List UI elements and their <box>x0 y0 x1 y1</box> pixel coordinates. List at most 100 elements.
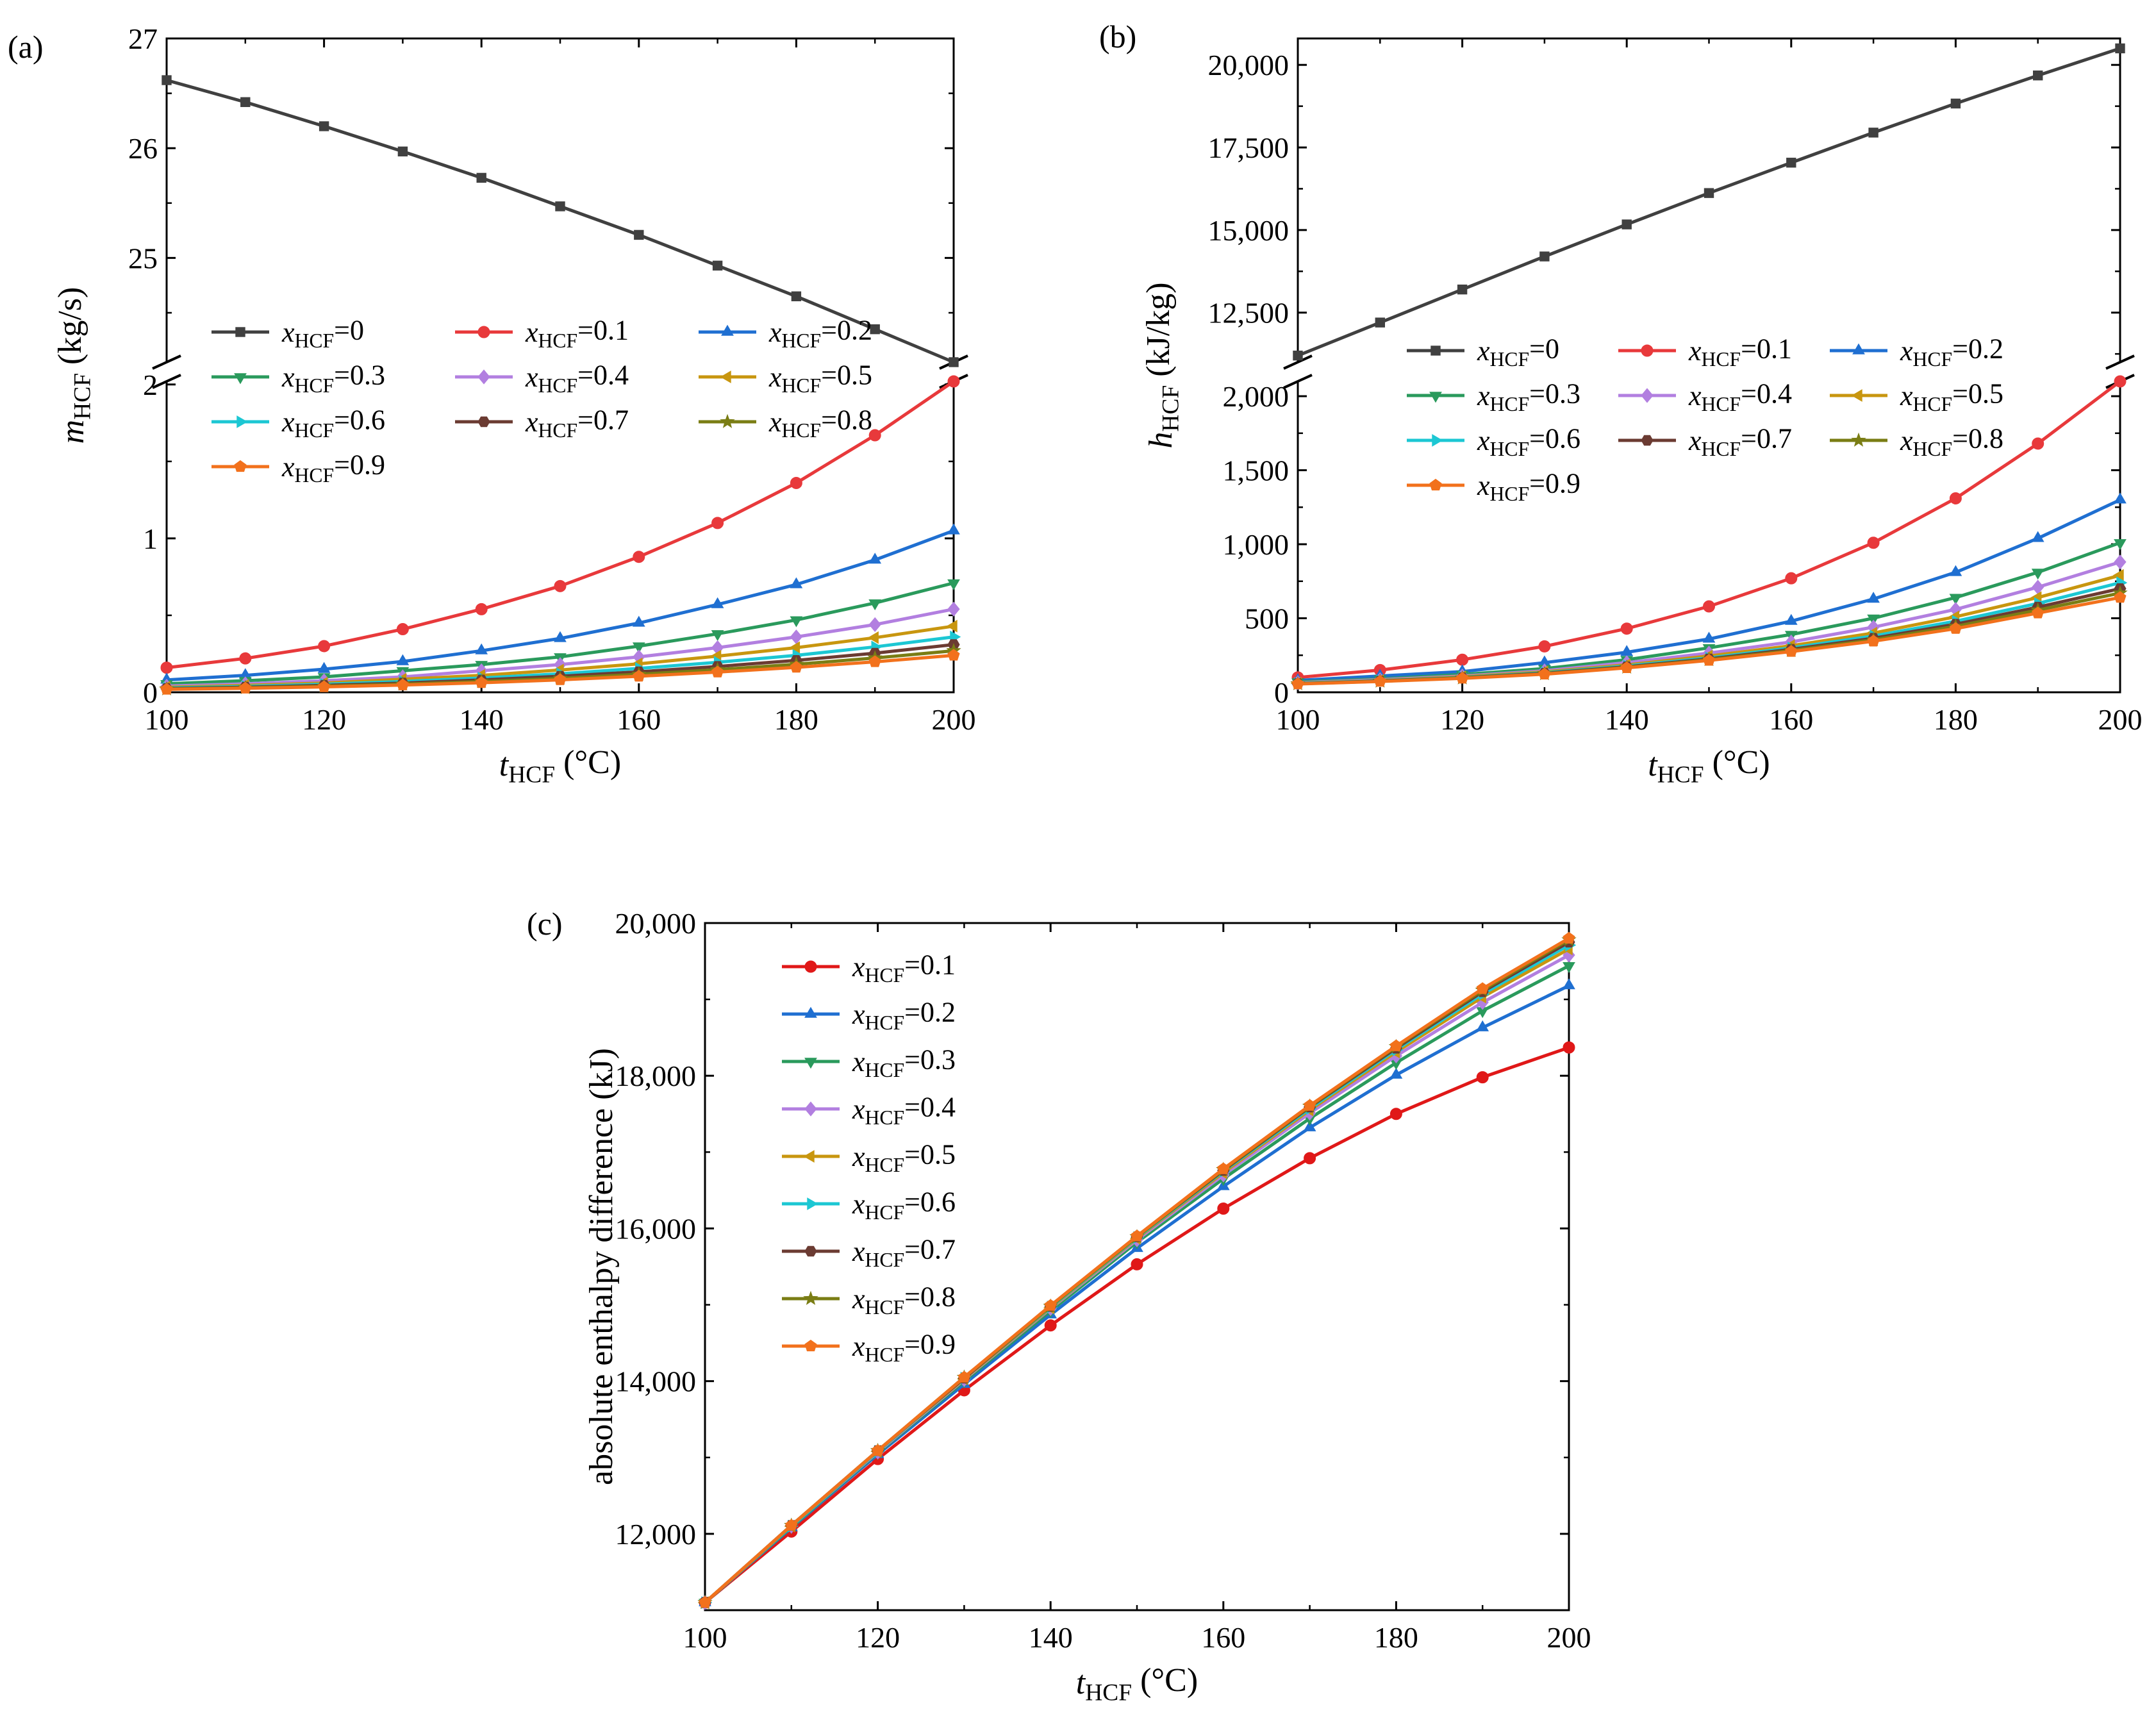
axis-break-gap-left <box>1294 362 1302 381</box>
legend-label-xhcf-0.6-subscript: HCF <box>295 419 335 442</box>
legend-label-xhcf-0.3: xHCF=0.3 <box>1477 378 1580 415</box>
data-point-xhcf-0 <box>1375 317 1386 328</box>
legend-label-xhcf-0.1: xHCF=0.1 <box>852 949 956 986</box>
legend-item-xhcf-0.1: xHCF=0.1 <box>782 949 956 986</box>
legend-label-xhcf-0.6-symbol: x <box>1477 425 1490 456</box>
legend-label-xhcf-0.8: xHCF=0.8 <box>768 404 872 442</box>
legend-swatch-marker <box>1851 432 1866 447</box>
legend-item-xhcf-0.4: xHCF=0.4 <box>782 1092 956 1129</box>
data-point-xhcf-0.3 <box>632 642 645 654</box>
legend-label-xhcf-0.8-symbol: x <box>1900 425 1913 456</box>
legend-item-xhcf-0.5: xHCF=0.5 <box>782 1139 956 1176</box>
legend-label-xhcf-0.7-symbol: x <box>1688 425 1702 456</box>
data-point-xhcf-0.2 <box>1389 1067 1403 1079</box>
legend-swatch-marker <box>234 373 247 385</box>
data-point-xhcf-0.9 <box>396 678 409 690</box>
data-point-xhcf-0.1 <box>1867 537 1880 549</box>
legend-label-xhcf-0.8-symbol: x <box>852 1283 865 1315</box>
legend-item-xhcf-0.4: xHCF=0.4 <box>455 360 629 397</box>
legend-label-xhcf-0.2: xHCF=0.2 <box>1900 333 2003 370</box>
legend-label-xhcf-0.7-subscript: HCF <box>865 1249 905 1271</box>
series-line-xhcf-0.2 <box>704 984 1570 1604</box>
data-point-xhcf-0 <box>1539 251 1550 262</box>
legend-item-xhcf-0.5: xHCF=0.5 <box>1830 378 2003 415</box>
legend-label-xhcf-0.6-symbol: x <box>281 406 295 438</box>
data-point-xhcf-0.9 <box>1389 1039 1402 1051</box>
data-point-xhcf-0.2 <box>711 597 724 608</box>
data-point-xhcf-0 <box>1457 284 1468 295</box>
legend-label-xhcf-0.7-subscript: HCF <box>538 419 578 442</box>
legend-label-xhcf-0.2-unit: =0.2 <box>821 315 872 346</box>
data-point-xhcf-0 <box>634 229 644 240</box>
legend-item-xhcf-0: xHCF=0 <box>211 315 364 352</box>
data-point-xhcf-0.2 <box>554 631 567 642</box>
data-point-xhcf-0 <box>870 324 880 335</box>
legend-swatch-marker <box>1641 388 1654 403</box>
data-point-xhcf-0.9 <box>1131 1229 1143 1242</box>
legend-label-xhcf-0.2-subscript: HCF <box>865 1011 905 1034</box>
data-point-xhcf-0.1 <box>396 623 409 636</box>
legend-label-xhcf-0.1-unit: =0.1 <box>904 949 956 981</box>
panel-label-a: (a) <box>8 29 44 65</box>
data-point-xhcf-0.9 <box>633 669 645 682</box>
panel-label-c: (c) <box>527 906 563 942</box>
legend-label-xhcf-0.7-symbol: x <box>852 1236 865 1267</box>
legend-item-xhcf-0.3: xHCF=0.3 <box>1407 378 1580 415</box>
legend-label-xhcf-0.8-unit: =0.8 <box>1952 423 2003 454</box>
data-point-xhcf-0.1 <box>239 652 252 665</box>
legend-label-xhcf-0.8-subscript: HCF <box>865 1296 905 1319</box>
data-point-xhcf-0.4 <box>947 601 960 617</box>
legend-label-xhcf-0.2: xHCF=0.2 <box>852 997 956 1034</box>
data-point-xhcf-0.9 <box>1044 1299 1057 1311</box>
legend-label-xhcf-0.4-unit: =0.4 <box>577 360 629 391</box>
y-tick-label: 1,000 <box>1223 528 1289 561</box>
legend-swatch-marker <box>477 416 490 428</box>
x-axis-title-b: tHCF (°C) <box>1648 744 1770 788</box>
legend-label-xhcf-0.3-subscript: HCF <box>295 374 335 397</box>
data-point-xhcf-0.1 <box>475 603 488 615</box>
data-point-xhcf-0 <box>791 291 802 301</box>
legend-swatch-marker <box>1430 345 1441 356</box>
data-point-xhcf-0.9 <box>699 1595 711 1608</box>
legend-label-xhcf-0.1: xHCF=0.1 <box>525 315 629 352</box>
legend-item-xhcf-0.1: xHCF=0.1 <box>455 315 629 352</box>
data-point-xhcf-0.1 <box>1131 1258 1143 1270</box>
legend-label-xhcf-0.1: xHCF=0.1 <box>1688 333 1792 370</box>
legend-label-xhcf-0.4-symbol: x <box>852 1094 865 1125</box>
legend-label-xhcf-0.8-unit: =0.8 <box>904 1281 956 1313</box>
series-line-xhcf-0.1 <box>704 1045 1570 1604</box>
legend-label-xhcf-0.4-unit: =0.4 <box>1741 378 1792 410</box>
x-axis-title-a-symbol: t <box>499 747 510 783</box>
data-point-xhcf-0.1 <box>2114 375 2127 388</box>
legend-label-xhcf-0.7: xHCF=0.7 <box>852 1234 956 1271</box>
data-point-xhcf-0.1 <box>2032 437 2044 450</box>
chart-c: 100 120 140 160 180 200 12,000 14,000 16,000 18,0… <box>527 906 1591 1706</box>
data-point-xhcf-0.3 <box>1949 594 1962 605</box>
data-point-xhcf-0.1 <box>868 429 881 442</box>
data-point-xhcf-0.1 <box>1217 1202 1230 1215</box>
x-tick-label: 120 <box>856 1621 900 1654</box>
y-axis-title-c: absolute enthalpy difference (kJ) <box>583 1048 620 1485</box>
legend-label-xhcf-0.6-unit: =0.6 <box>1529 423 1580 454</box>
legend-label-xhcf-0.2-subscript: HCF <box>782 329 822 352</box>
x-axis-title-b-unit: (°C) <box>1704 744 1770 781</box>
x-tick-label: 100 <box>1276 703 1320 736</box>
data-point-xhcf-0.9 <box>2114 591 2127 603</box>
data-point-xhcf-0.1 <box>1785 572 1798 585</box>
legend-swatch-marker <box>236 415 248 428</box>
legend-swatch-marker <box>804 1245 817 1257</box>
data-point-xhcf-0.1 <box>318 640 331 653</box>
data-point-xhcf-0.1 <box>711 517 724 529</box>
series-line-xhcf-0.5 <box>704 947 1570 1604</box>
legend-label-xhcf-0.3-symbol: x <box>852 1046 865 1078</box>
legend-label-xhcf-0.4-subscript: HCF <box>1702 393 1741 415</box>
legend-label-xhcf-0.6-subscript: HCF <box>1490 438 1530 460</box>
data-point-xhcf-0.9 <box>1476 982 1489 994</box>
x-tick-label: 120 <box>302 703 346 736</box>
x-tick-label: 200 <box>2098 703 2143 736</box>
y-tick-label: 14,000 <box>615 1365 697 1398</box>
data-point-xhcf-0.1 <box>1304 1152 1316 1165</box>
legend-label-xhcf-0.9: xHCF=0.9 <box>281 449 385 487</box>
legend-swatch-marker <box>1641 344 1654 357</box>
